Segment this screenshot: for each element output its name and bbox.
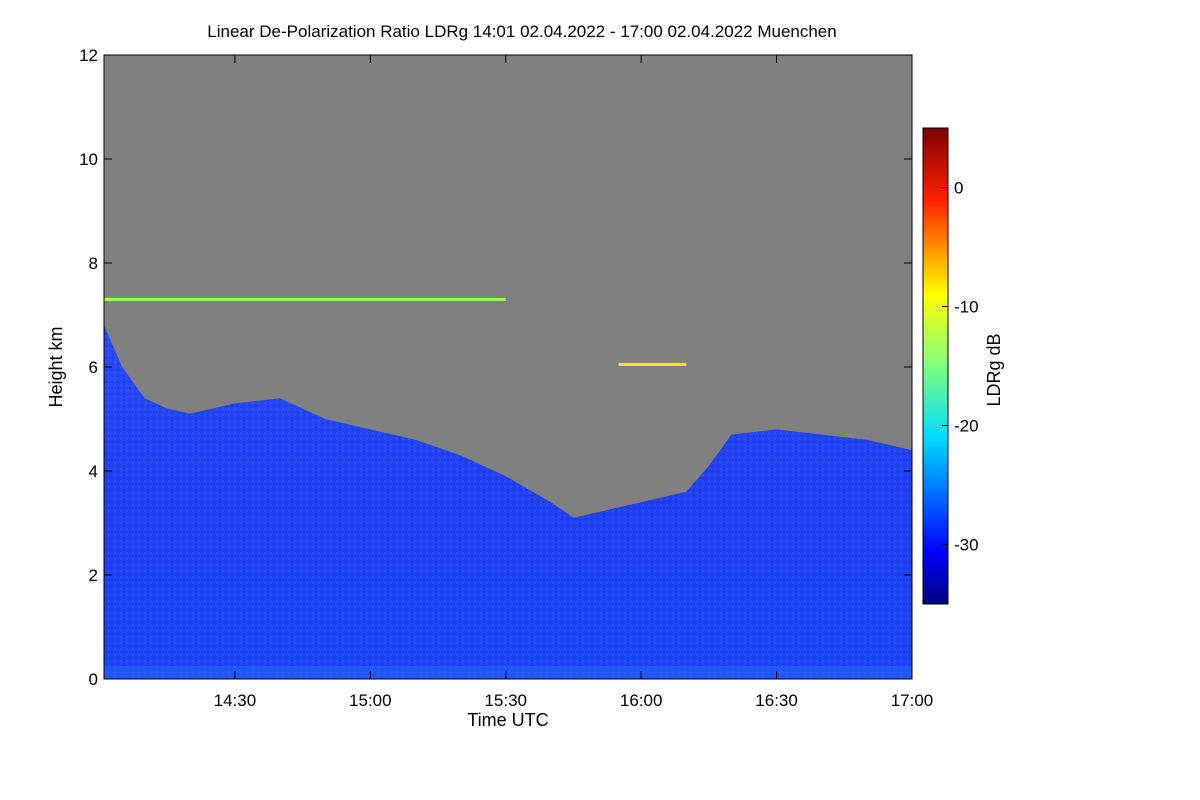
colorbar-tick-label: 0 (954, 179, 963, 198)
ground-band (104, 666, 912, 679)
y-axis: 0 2 4 6 8 10 12 (79, 46, 912, 689)
chart-title: Linear De-Polarization Ratio LDRg 14:01 … (207, 22, 837, 41)
x-axis-label: Time UTC (467, 710, 548, 730)
x-tick-label: 16:00 (620, 691, 663, 710)
y-tick-label: 2 (89, 566, 98, 585)
y-tick-label: 6 (89, 358, 98, 377)
y-tick-label: 0 (89, 670, 98, 689)
y-tick-label: 8 (89, 254, 98, 273)
x-tick-label: 15:00 (349, 691, 392, 710)
cloud-texture (104, 325, 912, 679)
colorbar (922, 127, 949, 605)
x-tick-label: 14:30 (214, 691, 257, 710)
x-tick-label: 17:00 (891, 691, 934, 710)
y-tick-label: 4 (89, 462, 98, 481)
y-tick-label: 10 (79, 150, 98, 169)
thin-layer-1 (618, 362, 687, 366)
ldr-data-layer (104, 297, 912, 679)
x-tick-label: 16:30 (755, 691, 798, 710)
y-axis-label: Height km (46, 326, 66, 407)
x-tick-label: 15:30 (484, 691, 527, 710)
colorbar-ticks: 0 -10 -20 -30 (942, 179, 979, 555)
colorbar-label: LDRg dB (984, 333, 1004, 406)
x-axis: 14:30 15:00 15:30 16:00 16:30 17:00 (214, 55, 934, 710)
thin-layer-0 (104, 297, 506, 301)
y-tick-label: 12 (79, 46, 98, 65)
colorbar-tick-label: -20 (954, 417, 979, 436)
colorbar-tick-label: -10 (954, 298, 979, 317)
colorbar-tick-label: -30 (954, 536, 979, 555)
